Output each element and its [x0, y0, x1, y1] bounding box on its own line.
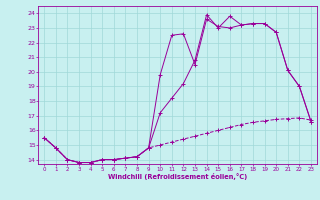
X-axis label: Windchill (Refroidissement éolien,°C): Windchill (Refroidissement éolien,°C) [108, 173, 247, 180]
